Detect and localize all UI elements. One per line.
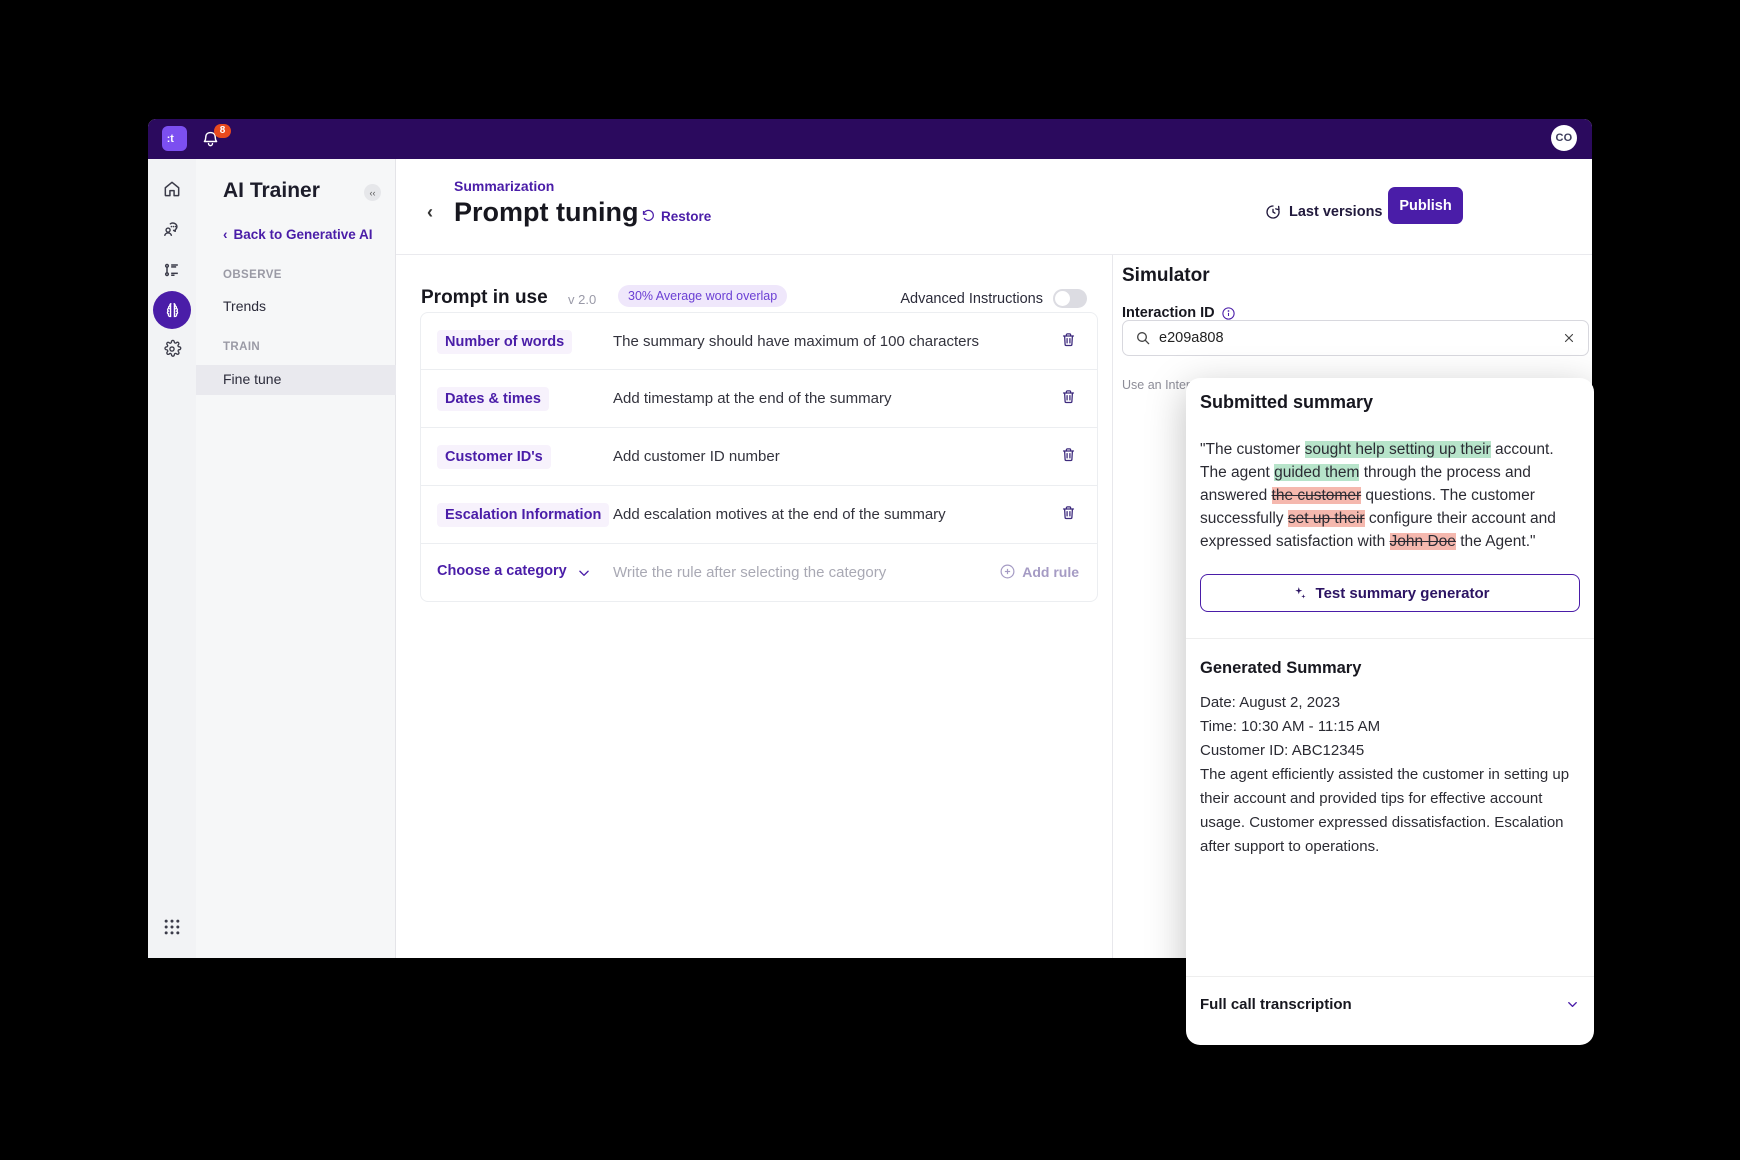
svg-text::t: :t (167, 133, 175, 145)
